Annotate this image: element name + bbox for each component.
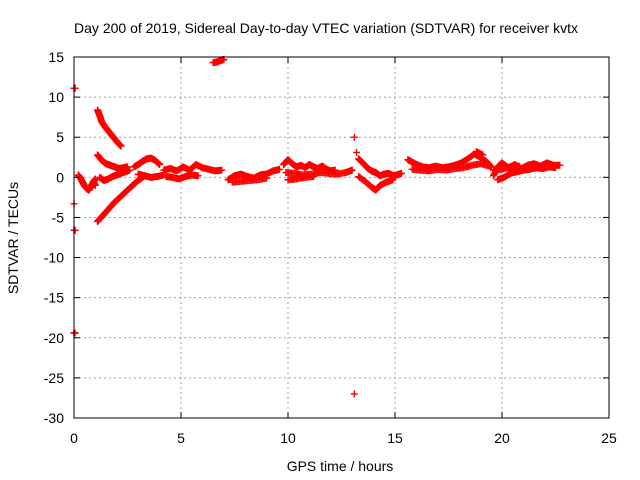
chart-title: Day 200 of 2019, Sidereal Day-to-day VTE… bbox=[74, 20, 578, 36]
data-point bbox=[397, 169, 405, 177]
y-tick-label: -15 bbox=[44, 290, 64, 306]
data-point bbox=[348, 166, 356, 174]
y-tick-label: 10 bbox=[48, 89, 64, 105]
data-point bbox=[556, 161, 564, 169]
data-point bbox=[71, 329, 79, 337]
y-tick-label: -30 bbox=[44, 410, 64, 426]
grid-lines bbox=[74, 57, 609, 418]
data-point bbox=[389, 176, 397, 184]
x-tick-label: 20 bbox=[494, 430, 510, 446]
data-point bbox=[263, 174, 271, 182]
data-point bbox=[91, 181, 99, 189]
plot-frame bbox=[73, 56, 610, 419]
x-tick-label: 5 bbox=[177, 430, 185, 446]
y-tick-label: -25 bbox=[44, 370, 64, 386]
data-point bbox=[71, 84, 79, 92]
data-point bbox=[126, 166, 134, 174]
data-points bbox=[70, 55, 564, 398]
data-point bbox=[156, 160, 164, 168]
data-point bbox=[218, 166, 226, 174]
axis-ticks: 0 5 10 15 20 25 15 10 5 0 -5 -10 -15 -20 -25 -30 bbox=[44, 49, 617, 446]
x-axis-label: GPS time / hours bbox=[287, 458, 394, 474]
y-tick-label: -5 bbox=[52, 209, 65, 225]
data-point bbox=[350, 133, 358, 141]
y-axis-label: SDTVAR / TECUs bbox=[5, 182, 21, 294]
data-point bbox=[194, 172, 202, 180]
data-point bbox=[515, 162, 523, 170]
data-point bbox=[117, 142, 125, 150]
y-tick-label: -10 bbox=[44, 250, 64, 266]
data-point bbox=[485, 162, 493, 170]
data-point bbox=[71, 226, 79, 234]
x-tick-label: 15 bbox=[387, 430, 403, 446]
data-point bbox=[479, 151, 487, 159]
data-point bbox=[310, 173, 318, 181]
y-tick-label: -20 bbox=[44, 330, 64, 346]
data-point bbox=[331, 166, 339, 174]
data-point bbox=[275, 165, 283, 173]
data-point bbox=[350, 390, 358, 398]
data-point bbox=[552, 164, 559, 172]
x-tick-label: 0 bbox=[70, 430, 78, 446]
y-tick-label: 15 bbox=[48, 49, 64, 65]
y-tick-label: 5 bbox=[56, 129, 64, 145]
y-tick-label: 0 bbox=[56, 169, 64, 185]
x-tick-label: 10 bbox=[280, 430, 296, 446]
data-point bbox=[352, 148, 360, 156]
x-tick-label: 25 bbox=[601, 430, 617, 446]
